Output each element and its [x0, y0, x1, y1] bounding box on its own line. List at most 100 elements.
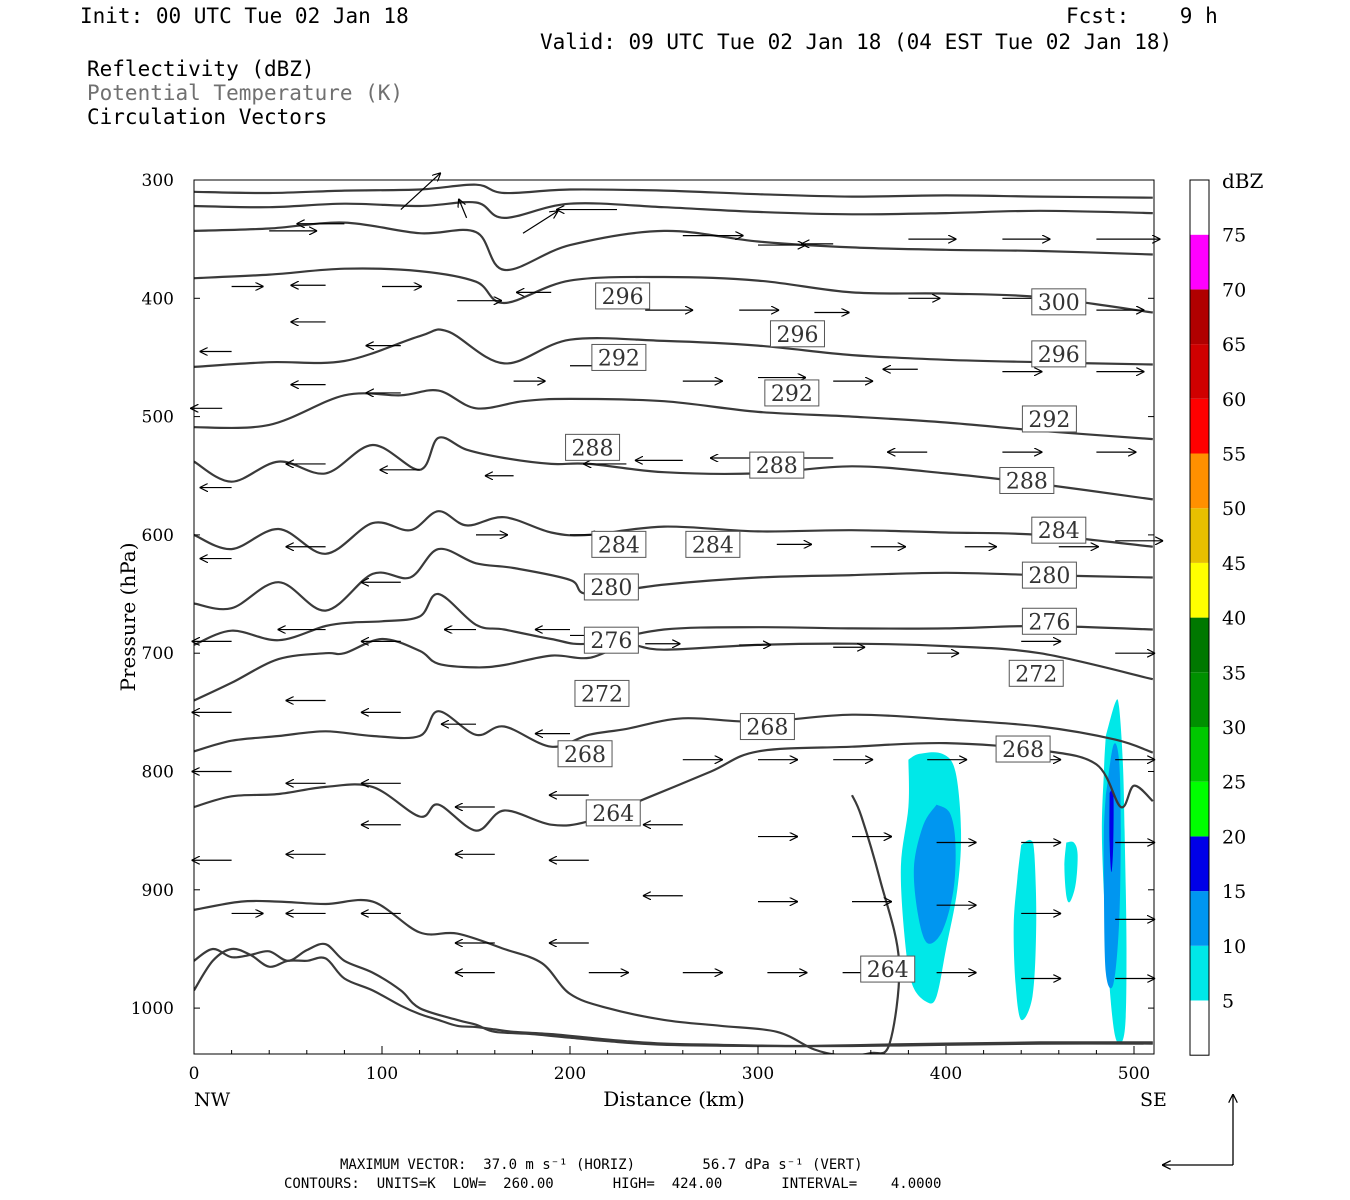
circulation-vector	[459, 199, 468, 219]
colorbar-swatch	[1190, 453, 1209, 509]
theta-label-box	[999, 466, 1055, 494]
theta-contour-line	[194, 942, 1153, 1048]
colorbar-tick-label: 45	[1222, 553, 1246, 575]
colorbar-swatch	[1190, 508, 1209, 563]
theta-contour-line	[194, 200, 1153, 220]
x-end-label-left: NW	[194, 1089, 231, 1111]
theta-label-box	[764, 379, 820, 407]
valid-time: Valid: 09 UTC Tue 02 Jan 18 (04 EST Tue …	[540, 30, 1173, 54]
reflectivity-area-15dbz	[1109, 789, 1114, 873]
theta-label: 288	[565, 433, 621, 461]
theta-label-box	[595, 282, 651, 310]
y-tick-label: 1000	[131, 999, 174, 1019]
colorbar-tick-label: 15	[1222, 881, 1246, 903]
theta-label: 292	[591, 343, 647, 371]
theta-label-value: 280	[590, 576, 632, 601]
theta-label: 276	[583, 626, 639, 654]
theta-label-value: 284	[598, 533, 640, 558]
theta-label: 268	[739, 713, 795, 741]
reflectivity-area-5dbz	[1013, 839, 1037, 1021]
theta-label-value: 292	[598, 346, 640, 371]
theta-contour-line	[194, 547, 1153, 612]
plot-frame	[193, 179, 1155, 1055]
theta-label-value: 296	[1038, 343, 1080, 368]
y-tick-label: 900	[142, 881, 174, 901]
theta-label-value: 296	[776, 323, 818, 348]
theta-label: 280	[583, 573, 639, 601]
reference-vector-icon	[1162, 1094, 1233, 1165]
circulation-vector	[400, 173, 441, 211]
colorbar-tick-label: 70	[1222, 279, 1246, 301]
x-tick-label: 300	[742, 1064, 774, 1084]
theta-label-box	[1031, 516, 1087, 544]
theta-label: 296	[595, 282, 651, 310]
theta-label-box	[1031, 340, 1087, 368]
y-axis-title: Pressure (hPa)	[116, 543, 140, 692]
theta-label: 292	[764, 379, 820, 407]
y-tick-label: 300	[142, 171, 174, 191]
theta-label-box	[574, 679, 630, 707]
theta-label-box	[583, 626, 639, 654]
colorbar-swatch	[1190, 1000, 1209, 1056]
colorbar-swatch	[1190, 180, 1209, 235]
y-tick-label: 600	[142, 526, 174, 546]
colorbar-tick-label: 10	[1222, 936, 1246, 958]
theta-label-value: 288	[756, 454, 798, 479]
theta-label: 268	[995, 735, 1051, 763]
x-tick-label: 500	[1118, 1064, 1150, 1084]
reflectivity-area-10dbz	[913, 804, 956, 944]
theta-label-value: 272	[1015, 662, 1057, 687]
theta-label: 264	[860, 955, 916, 983]
theta-label-box	[1031, 288, 1087, 316]
theta-label-box	[995, 735, 1051, 763]
theta-label-value: 292	[1028, 408, 1070, 433]
theta-contour-line	[194, 794, 901, 1054]
theta-label-box	[585, 799, 641, 827]
colorbar-tick-label: 25	[1222, 772, 1246, 794]
theta-label-value: 284	[692, 533, 734, 558]
theta-label-value: 292	[771, 382, 813, 407]
y-tick-label: 400	[142, 289, 174, 309]
legend-vectors: Circulation Vectors	[87, 105, 328, 129]
max-vector-note: MAXIMUM VECTOR: 37.0 m s⁻¹ (HORIZ) 56.7 …	[340, 1157, 863, 1173]
theta-label: 280	[1021, 561, 1077, 589]
theta-label: 288	[999, 466, 1055, 494]
theta-label: 292	[1021, 405, 1077, 433]
init-time: Init: 00 UTC Tue 02 Jan 18	[80, 4, 409, 28]
contours-note: CONTOURS: UNITS=K LOW= 260.00 HIGH= 424.…	[284, 1176, 942, 1192]
colorbar-tick-label: 20	[1222, 826, 1246, 848]
colorbar-tick-label: 35	[1222, 662, 1246, 684]
theta-label: 264	[585, 799, 641, 827]
theta-label-box	[1021, 561, 1077, 589]
theta-label-value: 300	[1038, 291, 1080, 316]
y-tick-label: 500	[142, 408, 174, 428]
colorbar-swatch	[1190, 289, 1209, 345]
colorbar-swatch	[1190, 617, 1209, 673]
theta-contour-line	[194, 510, 1153, 555]
theta-label: 284	[591, 530, 647, 558]
theta-label-value: 288	[572, 436, 614, 461]
colorbar-tick-label: 50	[1222, 498, 1246, 520]
colorbar-swatch	[1190, 672, 1209, 727]
x-axis-title: Distance (km)	[603, 1087, 745, 1111]
theta-label-box	[1021, 607, 1077, 635]
theta-label-value: 268	[1002, 738, 1044, 763]
theta-label: 284	[1031, 516, 1087, 544]
colorbar-swatch	[1190, 727, 1209, 782]
theta-label: 272	[574, 679, 630, 707]
theta-label: 284	[685, 530, 741, 558]
colorbar-tick-label: 40	[1222, 608, 1246, 630]
theta-label-box	[557, 740, 613, 768]
y-tick-label: 800	[142, 763, 174, 783]
theta-label-value: 268	[746, 716, 788, 741]
theta-label-box	[749, 451, 805, 479]
theta-label-value: 264	[867, 958, 909, 983]
colorbar-tick-label: 5	[1222, 991, 1234, 1013]
colorbar-swatch	[1190, 344, 1209, 399]
theta-label-value: 272	[581, 682, 623, 707]
colorbar-tick-label: 30	[1222, 717, 1246, 739]
theta-label: 272	[1008, 659, 1064, 687]
theta-label-value: 280	[1028, 564, 1070, 589]
colorbar-swatch	[1190, 945, 1209, 1001]
